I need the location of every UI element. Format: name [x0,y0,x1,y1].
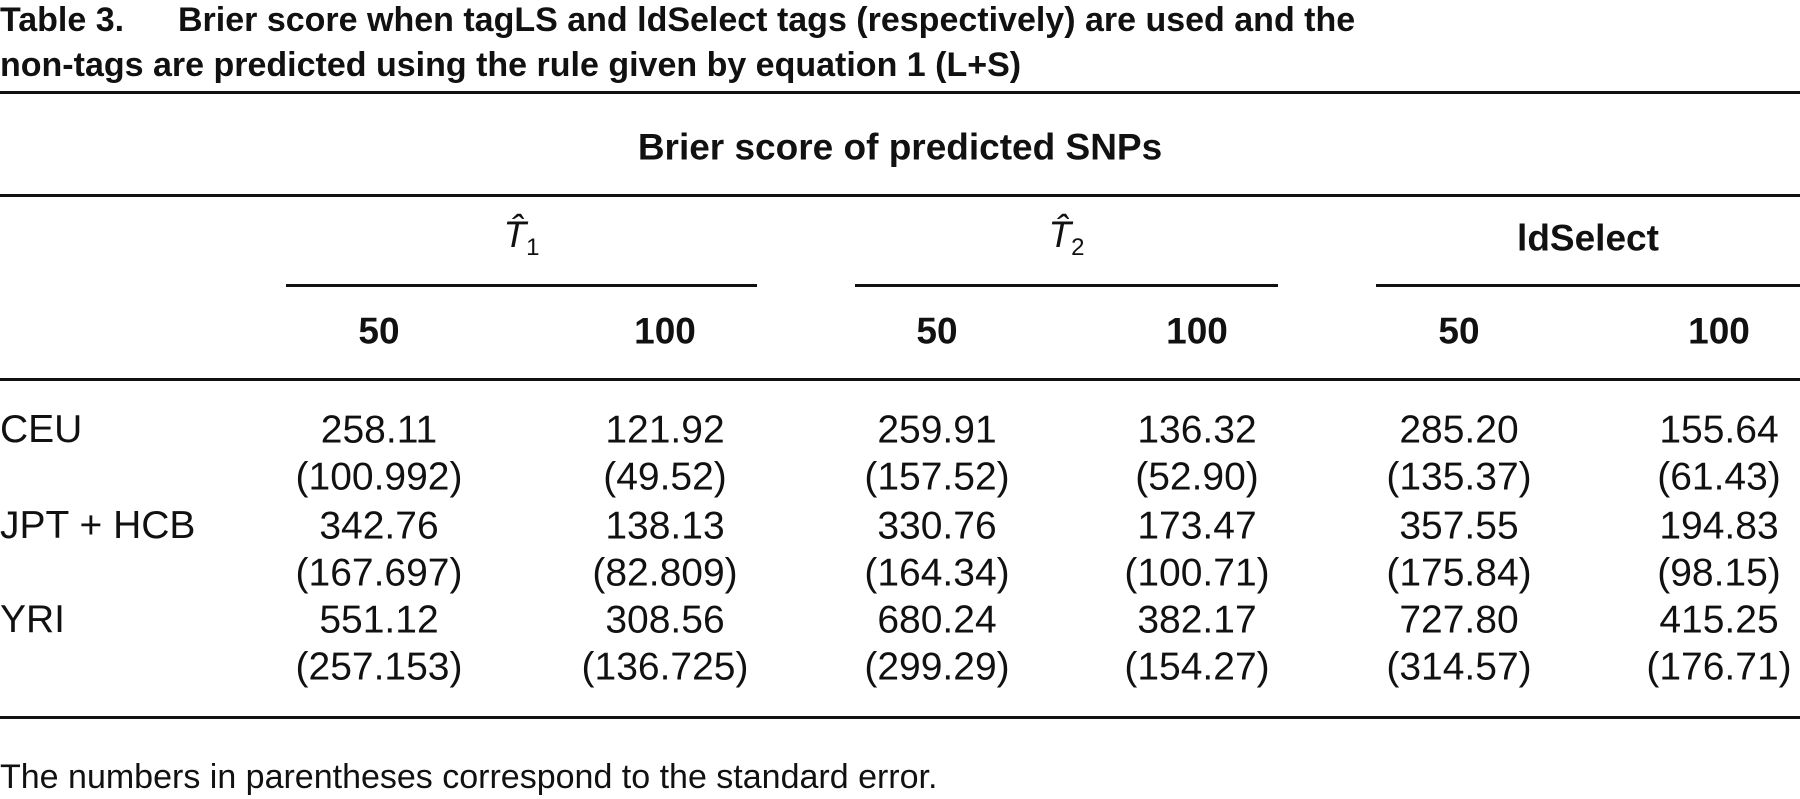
rule [0,91,1800,94]
cell-error: (100.992) [295,455,463,499]
group-subscript: 1 [526,234,540,261]
cell-error: (100.71) [1124,551,1270,595]
group-header: T̂2 [1049,216,1085,260]
footnote: The numbers in parentheses correspond to… [0,758,938,796]
column-header: 50 [1438,310,1480,352]
cell-error: (49.52) [603,455,727,499]
cell-error: (167.697) [295,551,463,595]
cell-value: 342.76 [319,504,439,548]
group-header: ldSelect [1517,220,1659,257]
cell-value: 330.76 [877,504,997,548]
group-label: T̂ [1048,214,1072,255]
cell-value: 415.25 [1659,598,1779,642]
column-header: 100 [634,310,696,352]
caption-title: non-tags are predicted using the rule gi… [0,46,1022,84]
cell-error: (61.43) [1657,455,1781,499]
cell-error: (314.57) [1386,645,1532,689]
cell-error: (176.71) [1646,645,1792,689]
group-rule [1376,284,1800,287]
cell-value: 308.56 [605,598,725,642]
cell-value: 259.91 [877,408,997,452]
cell-value: 285.20 [1399,408,1519,452]
cell-error: (175.84) [1386,551,1532,595]
row-label: YRI [0,598,66,641]
cell-value: 357.55 [1399,504,1519,548]
cell-value: 258.11 [320,408,438,452]
cell-value: 727.80 [1399,598,1519,642]
cell-error: (257.153) [295,645,463,689]
group-rule [855,284,1278,287]
group-label: T̂ [503,214,527,255]
cell-value: 136.32 [1137,408,1257,452]
spanner-header: Brier score of predicted SNPs [637,126,1163,168]
column-header: 100 [1166,310,1228,352]
column-header: 100 [1688,310,1750,352]
cell-error: (164.34) [864,551,1010,595]
cell-value: 121.92 [605,408,725,452]
cell-value: 173.47 [1137,504,1257,548]
caption-title: Brier score when tagLS and ldSelect tags… [178,1,1356,39]
cell-value: 194.83 [1659,504,1779,548]
caption-label: Table 3. [0,1,125,39]
cell-value: 551.12 [319,598,439,642]
cell-error: (157.52) [864,455,1010,499]
cell-value: 138.13 [605,504,725,548]
cell-error: (136.725) [581,645,749,689]
rule [0,716,1800,719]
cell-value: 155.64 [1659,408,1779,452]
group-header: T̂1 [504,216,540,260]
cell-value: 382.17 [1137,598,1257,642]
cell-error: (52.90) [1135,455,1259,499]
rule [0,378,1800,381]
row-label: CEU [0,408,83,451]
cell-value: 680.24 [877,598,997,642]
column-header: 50 [916,310,958,352]
cell-error: (98.15) [1657,551,1781,595]
cell-error: (82.809) [592,551,738,595]
column-header: 50 [358,310,400,352]
cell-error: (135.37) [1386,455,1532,499]
cell-error: (299.29) [864,645,1010,689]
group-label: ldSelect [1517,217,1659,259]
group-rule [286,284,757,287]
group-subscript: 2 [1071,234,1085,261]
cell-error: (154.27) [1124,645,1270,689]
row-label: JPT + HCB [0,504,196,547]
rule [0,194,1800,197]
